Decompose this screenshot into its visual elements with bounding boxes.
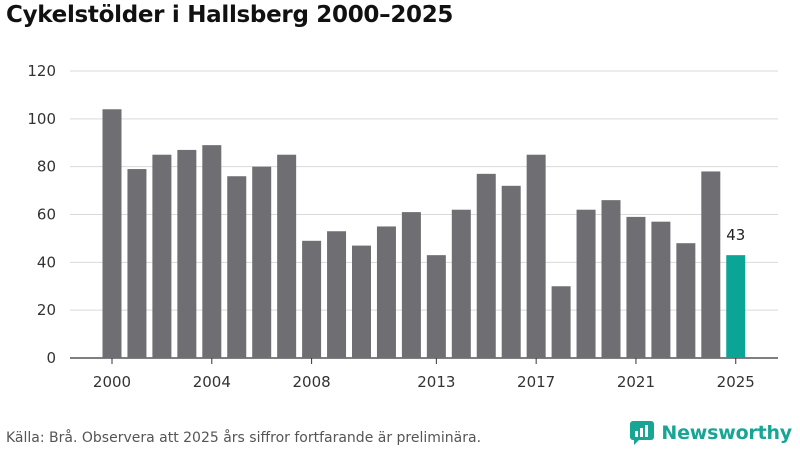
- x-tick-label: 2004: [193, 373, 231, 391]
- x-tick-label: 2025: [717, 373, 755, 391]
- bar-2012: [401, 212, 421, 358]
- bar-2003: [177, 149, 197, 358]
- x-tick-label: 2017: [517, 373, 555, 391]
- bar-2002: [152, 154, 172, 358]
- bar-2014: [451, 209, 471, 358]
- y-tick-label: 80: [37, 158, 56, 176]
- bar-2011: [376, 226, 396, 358]
- bar-2015: [476, 173, 496, 358]
- brand-name: Newsworthy: [661, 422, 792, 444]
- data-label-2025: 43: [726, 226, 745, 244]
- y-tick-label: 60: [37, 206, 56, 224]
- gridlines: [70, 70, 778, 359]
- bar-2007: [277, 154, 297, 358]
- y-tick-label: 120: [27, 62, 56, 80]
- bar-2004: [202, 145, 222, 358]
- x-tick-label: 2013: [417, 373, 455, 391]
- chart-title: Cykelstölder i Hallsberg 2000–2025: [6, 2, 454, 28]
- bar-2016: [501, 185, 521, 358]
- bar-2019: [576, 209, 596, 358]
- bar-2013: [426, 255, 446, 358]
- brand-logo[interactable]: Newsworthy: [629, 420, 792, 446]
- bar-2024: [701, 171, 721, 358]
- y-tick-label: 20: [37, 301, 56, 319]
- bars: [102, 109, 746, 359]
- bar-2022: [651, 221, 671, 358]
- bar-2017: [526, 154, 546, 358]
- bar-2009: [327, 231, 347, 358]
- bar-2020: [601, 200, 621, 358]
- bar-2010: [352, 245, 371, 358]
- y-tick-label: 0: [46, 349, 56, 367]
- bar-2005: [227, 176, 247, 358]
- y-tick-label: 100: [27, 110, 56, 128]
- bar-2023: [676, 243, 696, 358]
- x-axis-ticks: 2000 2004 2008 2013 2017 2021 2025: [93, 358, 755, 391]
- data-labels: 43: [726, 226, 745, 244]
- bar-2018: [551, 286, 571, 358]
- source-note: Källa: Brå. Observera att 2025 års siffr…: [6, 430, 482, 446]
- bar-2025: [726, 255, 746, 358]
- x-tick-label: 2008: [293, 373, 331, 391]
- y-axis-ticks: 0 20 40 60 80 100 120: [27, 62, 56, 367]
- bar-2021: [626, 216, 646, 358]
- newsworthy-logo-icon: [630, 421, 655, 445]
- bar-2006: [252, 166, 272, 358]
- bar-2001: [127, 169, 147, 358]
- bar-2000: [102, 109, 122, 359]
- y-tick-label: 40: [37, 253, 56, 271]
- bar-2008: [302, 240, 322, 358]
- x-tick-label: 2021: [617, 373, 655, 391]
- x-tick-label: 2000: [93, 373, 131, 391]
